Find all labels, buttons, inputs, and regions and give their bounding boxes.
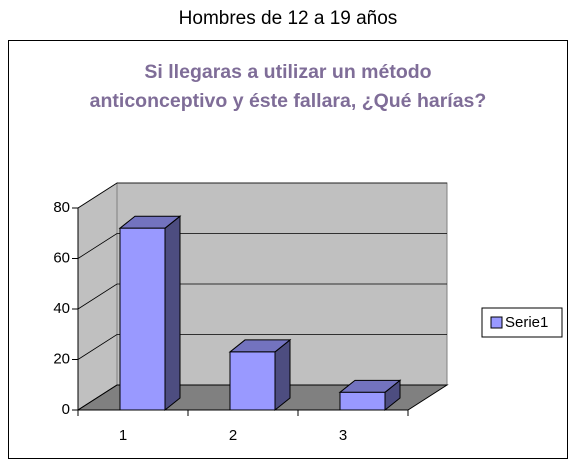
y-tick-label: 20 xyxy=(53,350,70,367)
y-tick-label: 0 xyxy=(62,401,70,418)
x-tick-label: 3 xyxy=(339,427,347,444)
x-tick-label: 2 xyxy=(229,427,237,444)
grid-line xyxy=(77,233,447,259)
page-heading: Hombres de 12 a 19 años xyxy=(178,8,398,29)
grid-line xyxy=(77,384,447,411)
y-tick-label: 80 xyxy=(53,199,70,216)
bar xyxy=(229,351,276,411)
legend-label: Serie1 xyxy=(505,314,548,331)
grid-line xyxy=(77,334,447,360)
bar xyxy=(339,391,386,411)
bar xyxy=(119,227,166,411)
grid-line xyxy=(77,283,447,310)
y-tick-label: 60 xyxy=(53,249,70,266)
bar-side xyxy=(164,215,181,412)
y-tick-label: 40 xyxy=(53,300,70,317)
legend-swatch xyxy=(490,316,503,329)
x-tick-label: 1 xyxy=(119,427,127,444)
chart-title: Si llegaras a utilizar un método anticon… xyxy=(89,61,487,112)
grid-line xyxy=(77,182,447,209)
